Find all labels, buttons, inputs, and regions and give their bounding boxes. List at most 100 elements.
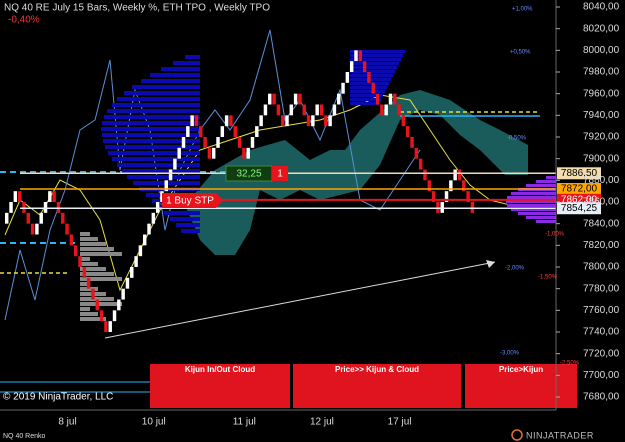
renko-brick xyxy=(349,61,354,72)
renko-brick xyxy=(177,147,181,159)
y-tick-label: 7760,00 xyxy=(583,305,620,316)
renko-brick xyxy=(453,169,457,181)
volume-profile xyxy=(350,62,399,65)
kijun-line xyxy=(4,94,511,292)
volume-profile xyxy=(161,67,200,71)
renko-brick xyxy=(255,126,259,137)
renko-brick xyxy=(164,180,168,192)
volume-profile xyxy=(350,58,401,61)
renko-brick xyxy=(13,191,18,202)
renko-brick xyxy=(298,93,302,105)
renko-brick xyxy=(211,147,216,159)
renko-brick xyxy=(108,321,112,332)
renko-brick xyxy=(457,169,462,181)
percent-label: -1,50% xyxy=(538,275,558,281)
renko-brick xyxy=(431,191,436,202)
trend-arrow xyxy=(104,261,496,339)
volume-profile xyxy=(350,54,403,57)
renko-brick xyxy=(293,93,298,105)
y-tick-label: 7980,00 xyxy=(583,67,620,78)
volume-profile xyxy=(104,115,200,119)
renko-brick xyxy=(384,104,388,116)
renko-brick xyxy=(173,158,177,170)
copyright: © 2019 NinjaTrader, LLC xyxy=(3,392,113,403)
renko-brick xyxy=(440,202,444,213)
y-tick-label: 7900,00 xyxy=(583,153,620,164)
volume-profile xyxy=(526,184,556,187)
volume-profile xyxy=(536,220,556,223)
position-label: 1 xyxy=(277,169,283,180)
volume-profile xyxy=(350,102,379,105)
renko-brick xyxy=(436,202,440,213)
volume-profile xyxy=(108,151,200,155)
volume-profile xyxy=(101,127,200,131)
renko-brick xyxy=(216,137,220,148)
renko-brick xyxy=(186,126,190,137)
renko-brick xyxy=(358,50,363,62)
position-box xyxy=(272,166,288,181)
renko-brick xyxy=(121,288,125,300)
renko-brick xyxy=(362,61,367,72)
x-tick-label: 11 jul xyxy=(233,417,256,428)
renko-brick xyxy=(375,93,380,105)
y-tick-label: 7680,00 xyxy=(583,392,620,403)
tpo-profile xyxy=(80,312,98,316)
signal-panel xyxy=(293,364,461,408)
renko-brick xyxy=(285,115,289,127)
renko-brick xyxy=(332,104,337,116)
price-marker-box xyxy=(557,183,601,195)
y-tick-label: 7880,00 xyxy=(583,175,620,186)
renko-brick xyxy=(328,115,332,127)
order-label: 1 Buy STP xyxy=(166,196,214,207)
renko-brick xyxy=(26,212,31,224)
tpo-profile xyxy=(80,277,122,281)
renko-brick xyxy=(82,267,87,278)
renko-brick xyxy=(268,93,272,105)
y-tick-label: 8040,00 xyxy=(583,2,620,13)
renko-brick xyxy=(142,234,147,246)
renko-brick xyxy=(155,202,160,213)
price-marker-box xyxy=(557,167,601,180)
volume-profile xyxy=(507,204,556,207)
renko-brick xyxy=(242,147,246,159)
y-tick-label: 7780,00 xyxy=(583,283,620,294)
renko-brick xyxy=(337,93,341,105)
renko-brick xyxy=(311,115,315,127)
renko-brick xyxy=(43,202,48,213)
tpo-profile xyxy=(80,237,98,241)
profit-label: 32,25 xyxy=(236,169,261,180)
renko-brick xyxy=(147,223,151,235)
signal-panel xyxy=(150,364,290,408)
renko-brick xyxy=(397,104,401,116)
y-tick-label: 7800,00 xyxy=(583,262,620,273)
volume-profile xyxy=(117,163,200,167)
renko-brick xyxy=(315,104,319,116)
tpo-profile xyxy=(80,307,90,311)
renko-brick xyxy=(168,169,173,181)
volume-profile xyxy=(102,121,200,125)
panel-label: Price>Kijun xyxy=(499,365,543,374)
renko-brick xyxy=(207,147,212,159)
y-tick-label: 7700,00 xyxy=(583,370,620,381)
renko-brick xyxy=(190,115,194,127)
renko-brick xyxy=(388,93,393,105)
panel-label: Price>> Kijun & Cloud xyxy=(335,365,419,374)
renko-brick xyxy=(5,212,9,224)
renko-brick xyxy=(302,104,306,116)
volume-profile xyxy=(350,66,397,69)
renko-brick xyxy=(371,82,375,94)
renko-brick xyxy=(246,147,250,159)
percent-label: -2,00% xyxy=(505,266,525,272)
renko-brick xyxy=(423,169,427,181)
tpo-profile xyxy=(80,272,114,276)
volume-profile xyxy=(127,175,200,179)
renko-brick xyxy=(414,147,419,159)
volume-profile xyxy=(350,74,393,77)
renko-brick xyxy=(9,202,13,213)
renko-brick xyxy=(160,191,164,202)
tpo-profile xyxy=(80,267,106,271)
volume-profile xyxy=(350,70,395,73)
x-tick-label: 17 jul xyxy=(388,417,412,428)
renko-brick xyxy=(324,115,328,127)
renko-brick xyxy=(401,115,406,127)
